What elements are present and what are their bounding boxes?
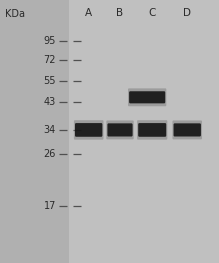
FancyBboxPatch shape <box>137 120 167 140</box>
FancyBboxPatch shape <box>75 123 102 137</box>
FancyBboxPatch shape <box>129 91 165 103</box>
Text: 72: 72 <box>43 55 56 65</box>
Text: B: B <box>117 8 124 18</box>
Text: 55: 55 <box>43 76 56 86</box>
Text: 17: 17 <box>43 201 56 211</box>
Text: C: C <box>148 8 156 18</box>
Text: 43: 43 <box>44 97 56 107</box>
FancyBboxPatch shape <box>74 120 103 140</box>
FancyBboxPatch shape <box>128 88 166 106</box>
Text: D: D <box>183 8 191 18</box>
FancyBboxPatch shape <box>106 120 134 139</box>
Text: KDa: KDa <box>5 9 25 19</box>
Text: 95: 95 <box>43 36 56 46</box>
FancyBboxPatch shape <box>108 123 132 136</box>
FancyBboxPatch shape <box>173 123 201 136</box>
FancyBboxPatch shape <box>173 120 202 139</box>
Text: 34: 34 <box>44 125 56 135</box>
FancyBboxPatch shape <box>138 123 166 137</box>
Text: 26: 26 <box>43 149 56 159</box>
Bar <box>69 0 219 263</box>
Text: A: A <box>85 8 92 18</box>
